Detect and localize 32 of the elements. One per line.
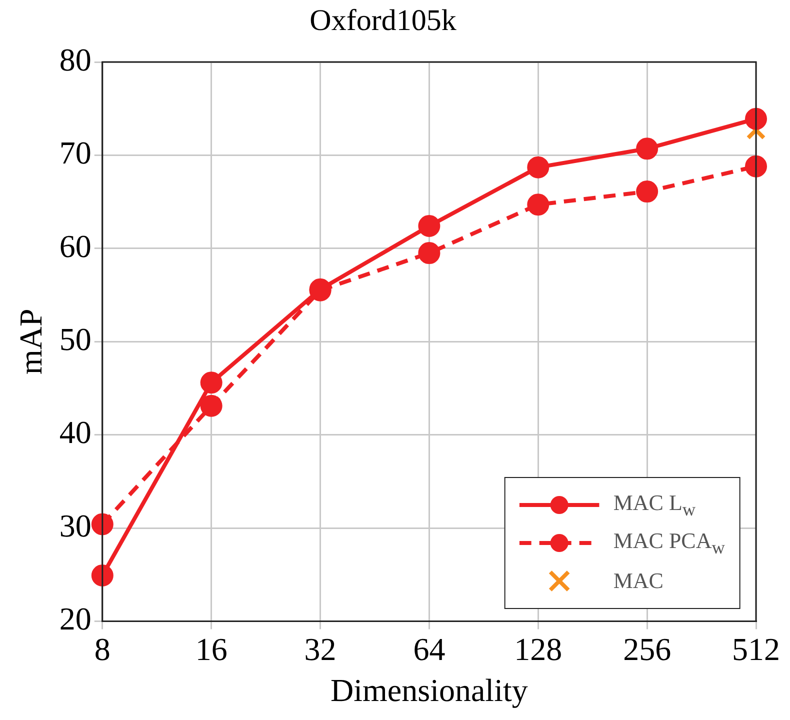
point bbox=[418, 242, 440, 264]
y-tick-label: 70 bbox=[59, 134, 92, 171]
x-tick-label: 64 bbox=[413, 630, 446, 667]
point bbox=[200, 372, 222, 394]
point bbox=[200, 394, 222, 417]
chart-title: Oxford105k bbox=[310, 4, 456, 37]
point bbox=[636, 180, 658, 203]
y-tick-label: 60 bbox=[59, 228, 92, 264]
point bbox=[91, 513, 114, 536]
point bbox=[91, 564, 114, 587]
x-tick-label: 32 bbox=[304, 630, 336, 667]
point bbox=[745, 155, 767, 178]
x-axis-title: Dimensionality bbox=[330, 672, 528, 708]
y-axis-title: mAP bbox=[12, 308, 49, 374]
x-tick-label: 512 bbox=[732, 630, 780, 667]
legend-label: MAC L$_{w}$ bbox=[613, 490, 696, 520]
y-tick-label: 80 bbox=[59, 41, 92, 78]
point bbox=[745, 108, 767, 130]
point bbox=[527, 194, 550, 216]
legend-label: MAC bbox=[613, 568, 664, 594]
y-tick-label: 40 bbox=[59, 414, 92, 450]
x-tick-label: 256 bbox=[623, 630, 672, 667]
y-tick-label: 50 bbox=[59, 321, 92, 358]
point bbox=[636, 138, 658, 160]
x-tick-label: 8 bbox=[94, 630, 110, 667]
y-tick-label: 30 bbox=[59, 507, 92, 544]
x-tick-label: 128 bbox=[514, 630, 562, 667]
point bbox=[418, 215, 440, 238]
legend-label: MAC PCA$_{w}$ bbox=[613, 528, 725, 558]
x-tick-label: 16 bbox=[195, 630, 228, 667]
point bbox=[527, 156, 550, 178]
y-tick-label: 20 bbox=[59, 600, 92, 637]
